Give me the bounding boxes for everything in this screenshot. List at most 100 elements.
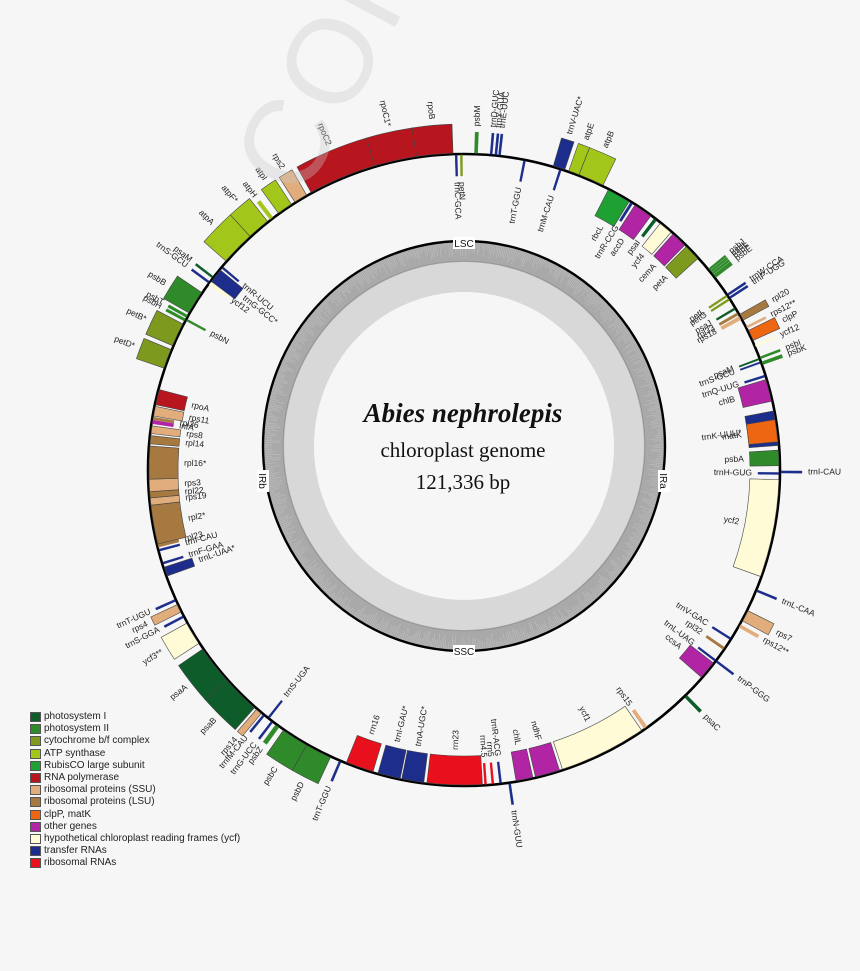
gene-rps12	[738, 624, 760, 639]
gene-trndguc	[489, 132, 495, 155]
gene-label: trnT-GGU	[310, 784, 334, 822]
gene-rpl14	[149, 435, 181, 447]
legend-label: ribosomal RNAs	[44, 857, 117, 869]
gene-label: trnL-CAA	[780, 596, 816, 619]
legend-label: transfer RNAs	[44, 845, 107, 857]
gene-label: chlB	[717, 394, 736, 408]
gene-atpb	[578, 147, 617, 186]
gene-psbb	[163, 275, 202, 314]
gene-ycf1	[553, 705, 642, 770]
legend-item: other genes	[30, 821, 240, 833]
gene-petb	[145, 310, 184, 346]
gene-rps18	[720, 316, 742, 330]
gene-label: psbN	[209, 328, 231, 346]
gene-trnigau	[377, 744, 407, 779]
gene-label: chlL	[511, 728, 524, 745]
gene-label: psbC	[261, 765, 280, 787]
gene-trngucc	[257, 721, 273, 740]
gene-trnsuga	[267, 699, 283, 719]
species-name: Abies nephrolepis	[363, 398, 563, 428]
genome-length: 121,336 bp	[415, 470, 511, 494]
gene-rpoa	[155, 389, 188, 412]
legend-swatch	[30, 797, 41, 808]
gene-label: rrn5	[485, 741, 496, 757]
gene-psac	[684, 695, 703, 713]
legend-item: ribosomal proteins (LSU)	[30, 796, 240, 808]
gene-label: petN	[457, 182, 467, 200]
legend-swatch	[30, 858, 41, 869]
gene-label: ycf2	[723, 514, 740, 527]
gene-psbi	[759, 348, 781, 359]
gene-ycf12	[754, 336, 776, 347]
gene-rpl33	[718, 312, 739, 326]
gene-label: petB*	[125, 306, 149, 324]
gene-rps7	[742, 610, 775, 636]
gene-trnmcau	[552, 169, 562, 191]
gene-label: trnC-GCA	[453, 182, 464, 220]
gene-trnhgug	[757, 472, 780, 475]
legend-swatch	[30, 736, 41, 747]
gene-trnnguu	[508, 783, 514, 805]
gene-trnygua	[494, 133, 500, 155]
gene-trncgca	[454, 154, 458, 177]
region-label-irb: IRb	[256, 470, 269, 492]
gene-trnrccg	[619, 202, 633, 222]
gene-clpp	[748, 317, 781, 341]
gene-atph	[256, 200, 274, 220]
gene-ccsa	[678, 644, 714, 678]
gene-psaa	[178, 648, 228, 700]
gene-rps14	[236, 709, 262, 737]
gene-label: trnY-GUA	[493, 91, 507, 128]
gene-trnaugc	[401, 750, 428, 783]
gene-rpl36	[152, 416, 175, 424]
region-label-ssc: SSC	[453, 645, 475, 658]
gene-label: rpl14	[185, 437, 205, 449]
gene-psbl	[710, 256, 729, 273]
gene-label: trnA-UGC*	[413, 705, 430, 747]
svg-text:LSC: LSC	[454, 239, 473, 250]
gene-label: petA	[650, 272, 670, 292]
gene-psam	[194, 263, 214, 279]
gene-trnvuac	[552, 137, 575, 170]
gene-trnsgcu	[190, 268, 210, 284]
gene-label: trnI-CAU	[808, 466, 841, 476]
gc-content-ring	[261, 239, 667, 653]
legend-item: ribosomal RNAs	[30, 857, 240, 869]
gene-ycf3	[160, 622, 200, 660]
legend-swatch	[30, 724, 41, 735]
gene-psbm	[474, 131, 479, 154]
gene-trntggu	[330, 761, 342, 782]
gene-cema	[653, 233, 686, 267]
gene-trnwcca	[727, 281, 747, 296]
legend-label: hypothetical chloroplast reading frames …	[44, 832, 241, 844]
gene-label: rrn4.5	[478, 735, 490, 758]
legend-swatch	[30, 809, 41, 820]
gene-psaj	[715, 307, 736, 321]
gene-label: ycf3**	[140, 646, 165, 666]
legend-label: RubisCO large subunit	[44, 759, 145, 771]
legend-swatch	[30, 785, 41, 796]
gene-psbh	[165, 308, 186, 322]
gene-label: rps11	[188, 412, 210, 426]
legend-item: hypothetical chloroplast reading frames …	[30, 833, 240, 845]
gene-rrn23	[426, 753, 483, 786]
gene-label: psbB	[146, 269, 168, 288]
svg-text:IRa: IRa	[657, 473, 668, 489]
gene-rpl2	[150, 501, 187, 545]
gene-rps12	[746, 316, 767, 329]
gene-label: rrn16	[366, 713, 382, 735]
gene-trneuuc	[498, 133, 504, 156]
gene-label: psbA	[724, 453, 744, 464]
legend-item: photosystem I	[30, 711, 240, 723]
gene-label: rrn23	[450, 730, 461, 750]
gene-rrn5	[489, 762, 495, 784]
gene-ycf12	[208, 282, 229, 298]
gene-rrn45	[482, 763, 487, 785]
gene-trnsgcu	[739, 361, 761, 371]
gene-label: trnS-UGA	[281, 663, 312, 698]
legend-label: photosystem I	[44, 711, 107, 722]
gene-label: rpl2*	[187, 510, 207, 523]
gene-trnsgga	[163, 615, 184, 628]
gene-rpl32	[705, 635, 725, 650]
